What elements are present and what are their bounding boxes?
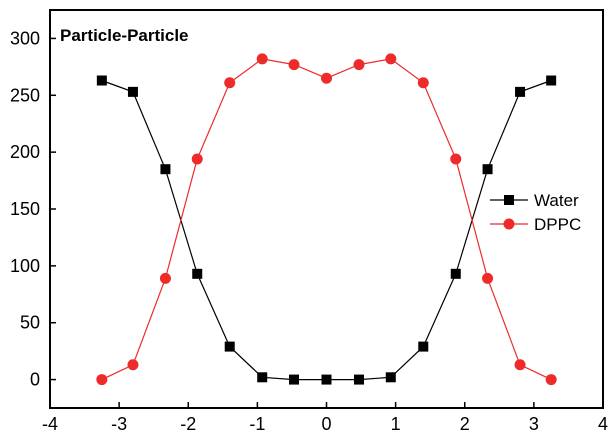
y-tick-label: 250: [10, 85, 40, 105]
x-tick-label: 3: [529, 414, 539, 434]
y-tick-label: 150: [10, 199, 40, 219]
data-point-dppc: [385, 53, 397, 65]
x-tick-label: -3: [111, 414, 127, 434]
data-point-water: [321, 374, 332, 385]
x-tick-label: 0: [321, 414, 331, 434]
data-point-dppc: [159, 272, 171, 284]
data-point-water: [224, 341, 235, 352]
data-point-dppc: [288, 59, 300, 71]
data-point-water: [418, 341, 429, 352]
series-line-water: [101, 79, 552, 381]
legend-label-dppc: DPPC: [534, 215, 581, 234]
y-tick-label: 300: [10, 28, 40, 48]
series-group: [96, 53, 557, 386]
data-point-water: [482, 164, 493, 175]
data-point-dppc: [96, 374, 108, 386]
y-tick-label: 0: [30, 370, 40, 390]
data-point-water: [515, 86, 526, 97]
data-point-dppc: [514, 359, 526, 371]
data-point-dppc: [321, 72, 332, 84]
x-tick-label: 2: [460, 414, 470, 434]
data-point-dppc: [482, 272, 494, 284]
data-point-dppc: [450, 153, 462, 165]
data-point-water: [353, 374, 364, 385]
data-point-dppc: [545, 374, 557, 386]
data-point-water: [385, 372, 396, 383]
data-point-dppc: [127, 359, 139, 371]
data-point-water: [450, 268, 461, 279]
x-tick-label: -4: [42, 414, 58, 434]
data-point-water: [192, 268, 203, 279]
plot-frame: [49, 9, 604, 409]
x-tick-label: -1: [249, 414, 265, 434]
y-tick-label: 200: [10, 142, 40, 162]
legend-marker-dppc: [503, 218, 515, 230]
data-point-water: [96, 75, 107, 86]
data-point-water: [257, 372, 268, 383]
data-point-dppc: [417, 77, 429, 89]
data-point-dppc: [224, 77, 236, 89]
chart-title: Particle-Particle: [60, 26, 189, 45]
legend-label-water: Water: [534, 191, 579, 210]
x-tick-label: 4: [598, 414, 608, 434]
series-line-dppc: [101, 58, 552, 381]
legend-marker-water: [504, 195, 514, 205]
data-point-water: [546, 75, 557, 86]
x-tick-label: 1: [391, 414, 401, 434]
data-point-water: [127, 86, 138, 97]
x-tick-label: -2: [180, 414, 196, 434]
y-tick-label: 100: [10, 256, 40, 276]
axis-ticks: -4 -3 -2 -1 0 1 2 3 4 0 50 100 150 200 250 300: [10, 28, 608, 434]
data-point-dppc: [353, 59, 365, 71]
y-tick-label: 50: [20, 313, 40, 333]
data-point-dppc: [191, 153, 203, 165]
data-point-water: [160, 164, 171, 175]
data-point-water: [289, 374, 300, 385]
legend: Water DPPC: [490, 191, 581, 234]
data-point-dppc: [256, 53, 268, 65]
